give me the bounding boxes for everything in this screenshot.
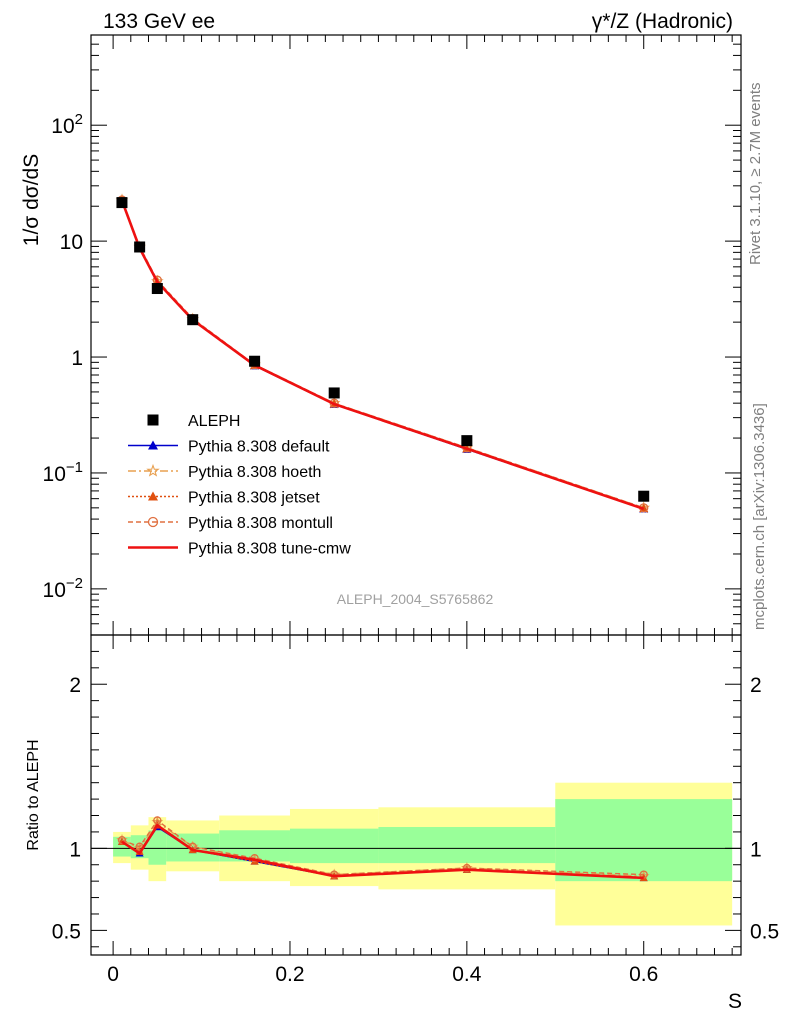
legend-marker bbox=[147, 516, 159, 528]
ratio-point bbox=[639, 870, 648, 879]
series-line-pythia-8.308-jetset bbox=[121, 200, 644, 510]
legend-entry-label: Pythia 8.308 tune-cmw bbox=[188, 541, 351, 558]
ratio-y-axis-label: Ratio to ALEPH bbox=[25, 739, 42, 850]
ratio-plot-frame bbox=[90, 634, 742, 956]
legend-marker bbox=[146, 463, 160, 477]
y-tick-label: 102 bbox=[51, 111, 83, 138]
ratio-y-tick-label-left: 1 bbox=[69, 838, 81, 861]
legend-entry-label: Pythia 8.308 montull bbox=[188, 515, 333, 532]
side-label-mcplots: mcplots.cern.ch [arXiv:1306.3436] bbox=[751, 403, 768, 630]
green-band-bin bbox=[289, 828, 379, 864]
x-tick-label: 0 bbox=[107, 963, 119, 986]
analysis-watermark: ALEPH_2004_S5765862 bbox=[337, 591, 494, 607]
legend-marker bbox=[148, 491, 158, 501]
aleph-data-point bbox=[151, 283, 163, 295]
aleph-data-point bbox=[328, 387, 340, 399]
ratio-series-lines bbox=[116, 815, 650, 882]
ratio-uncertainty-bands bbox=[91, 782, 741, 926]
axes-group: 0 0.2 0.4 0.6 10−2 10−1 1 10 102 0.5 0.5 1 1 2 2 bbox=[43, 34, 779, 986]
green-band-bin bbox=[378, 827, 556, 864]
aleph-data-point bbox=[638, 490, 650, 502]
green-band-bin bbox=[148, 830, 167, 865]
ratio-y-tick-label-left: 2 bbox=[69, 674, 81, 697]
series-line-pythia-8.308-hoeth bbox=[121, 199, 644, 509]
y-tick-label: 1 bbox=[71, 347, 83, 370]
x-tick-label: 0.6 bbox=[629, 963, 658, 986]
series-line-pythia-8.308-tune-cmw bbox=[120, 200, 645, 511]
legend: ALEPH Pythia 8.308 default Pythia 8.308 ho… bbox=[128, 413, 351, 558]
legend-entry-label: Pythia 8.308 default bbox=[188, 439, 330, 456]
legend-entry-label: Pythia 8.308 jetset bbox=[188, 490, 320, 507]
legend-entry-label: Pythia 8.308 hoeth bbox=[188, 464, 321, 481]
x-axis-label: S bbox=[728, 990, 742, 1013]
legend-marker bbox=[148, 440, 158, 450]
series-line-pythia-8.308-montull bbox=[121, 199, 644, 509]
ratio-y-tick-label-right: 0.5 bbox=[750, 920, 779, 943]
y-tick-label: 10 bbox=[60, 231, 83, 254]
aleph-data-point bbox=[187, 314, 199, 326]
series-line-pythia-8.308-default bbox=[121, 200, 644, 510]
aleph-data-point bbox=[116, 197, 128, 209]
ratio-line-pythia-8.308-montull bbox=[121, 819, 644, 876]
ratio-point bbox=[117, 835, 127, 845]
main-series-group bbox=[115, 193, 651, 514]
ratio-y-tick-label-right: 1 bbox=[750, 838, 762, 861]
header-left-label: 133 GeV ee bbox=[103, 10, 215, 33]
ratio-y-tick-label-right: 2 bbox=[750, 674, 762, 697]
ratio-y-tick-label-left: 0.5 bbox=[52, 920, 81, 943]
main-y-axis-label: 1/σ dσ/dS bbox=[20, 154, 43, 246]
legend-marker-aleph bbox=[147, 414, 159, 426]
side-label-rivet: Rivet 3.1.10, ≥ 2.7M events bbox=[747, 83, 764, 266]
y-tick-label: 10−1 bbox=[43, 459, 83, 486]
aleph-data-point bbox=[461, 435, 473, 447]
y-tick-label: 10−2 bbox=[43, 575, 83, 602]
aleph-data-point bbox=[249, 355, 261, 367]
x-tick-label: 0.4 bbox=[452, 963, 482, 986]
ratio-line-pythia-8.308-tune-cmw bbox=[121, 823, 644, 880]
ratio-point bbox=[462, 863, 472, 873]
legend-entry-label: ALEPH bbox=[188, 413, 240, 430]
green-band-bin bbox=[555, 799, 733, 882]
header-right-label: γ*/Z (Hadronic) bbox=[592, 10, 733, 33]
aleph-data-point bbox=[134, 241, 146, 253]
x-tick-label: 0.2 bbox=[275, 963, 304, 986]
